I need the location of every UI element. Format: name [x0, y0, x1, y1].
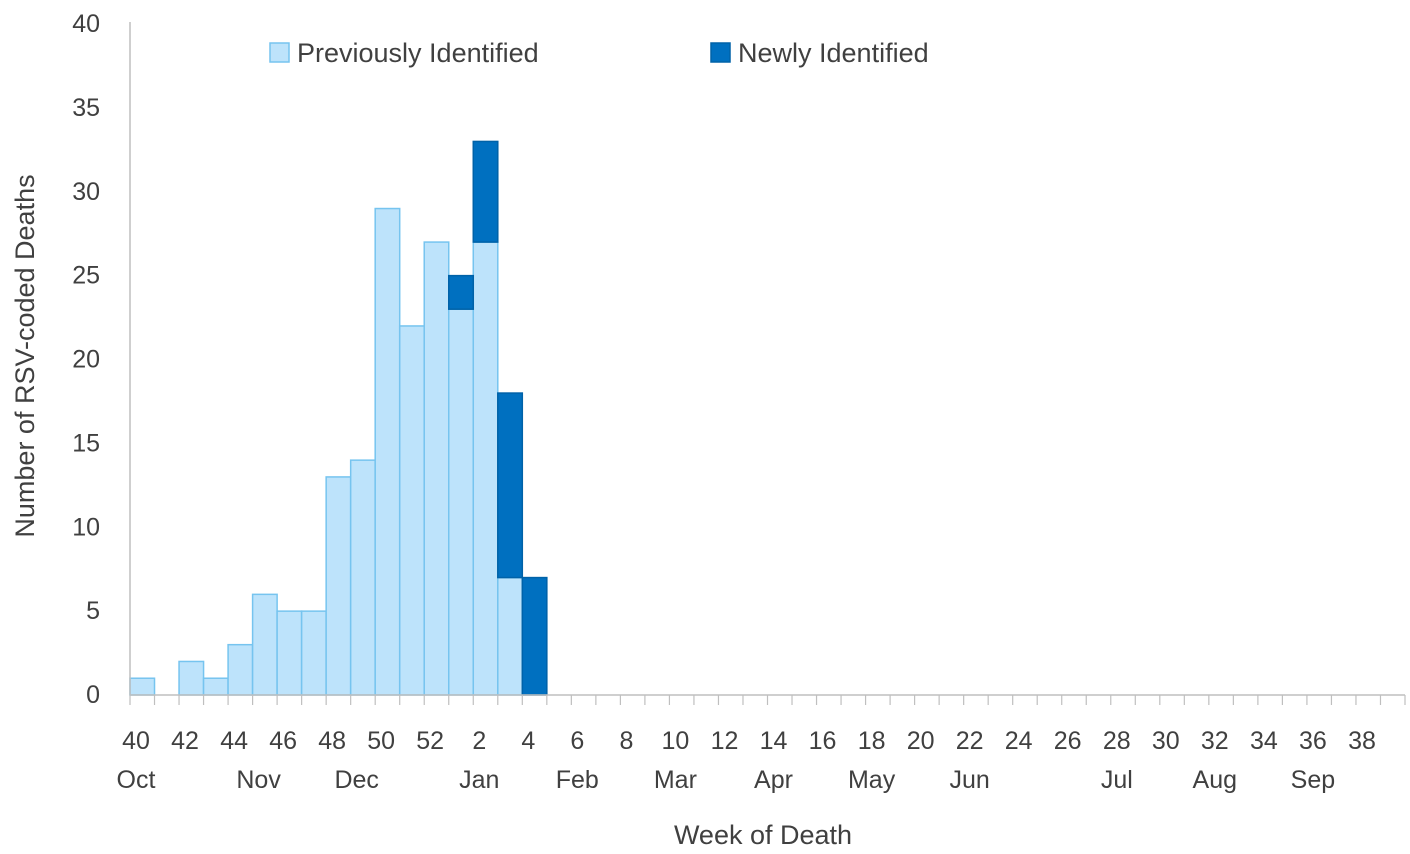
bar-previously-identified-week-2	[472, 241, 499, 696]
bar-previously-identified-week-43	[202, 677, 229, 696]
x-month-label: Dec	[334, 766, 378, 794]
x-month-label: Aug	[1193, 766, 1237, 794]
bar-previously-identified-week-50	[374, 207, 401, 696]
x-month-label: Nov	[236, 766, 281, 794]
bar-previously-identified-week-3	[497, 576, 524, 696]
x-tick-label: 34	[1250, 727, 1278, 755]
legend-swatch-previously-identified	[269, 42, 290, 63]
y-tick-label: 0	[86, 681, 100, 709]
bar-previously-identified-week-42	[178, 660, 205, 696]
legend: Previously Identified Newly Identified	[269, 38, 929, 68]
x-tick-label: 16	[809, 727, 837, 755]
x-tick-label: 46	[269, 727, 297, 755]
x-tick-label: 14	[760, 727, 788, 755]
x-tick-label: 40	[122, 727, 150, 755]
x-tick-label: 10	[661, 727, 689, 755]
x-month-label: Jul	[1101, 766, 1133, 794]
bar-previously-identified-week-49	[349, 459, 376, 696]
bar-previously-identified-week-44	[227, 643, 254, 696]
x-month-label: Jun	[950, 766, 990, 794]
y-tick-label: 35	[72, 94, 100, 122]
x-tick-label: 50	[367, 727, 395, 755]
bar-previously-identified-week-46	[276, 610, 303, 696]
x-tick-label: 8	[619, 727, 633, 755]
x-month-label: Apr	[754, 766, 793, 794]
bar-previously-identified-week-52	[423, 241, 450, 696]
legend-swatch-newly-identified	[710, 42, 731, 63]
bar-previously-identified-week-48	[325, 476, 352, 696]
y-tick-label: 10	[72, 513, 100, 541]
y-tick-label: 15	[72, 429, 100, 457]
x-tick-label: 48	[318, 727, 346, 755]
bars-group	[129, 140, 548, 696]
x-month-label: Mar	[654, 766, 697, 794]
bar-previously-identified-week-47	[300, 610, 327, 696]
bar-previously-identified-week-1	[448, 308, 475, 696]
legend-label-newly-identified: Newly Identified	[738, 38, 929, 68]
x-month-label: Jan	[459, 766, 499, 794]
bar-previously-identified-week-45	[251, 593, 278, 696]
x-tick-label: 28	[1103, 727, 1131, 755]
bar-newly-identified-week-2	[472, 140, 499, 243]
x-tick-label: 20	[907, 727, 935, 755]
y-tick-label: 5	[86, 597, 100, 625]
x-month-label: Sep	[1291, 766, 1335, 794]
x-tick-label: 38	[1348, 727, 1376, 755]
x-tick-label: 26	[1054, 727, 1082, 755]
bar-newly-identified-week-4	[521, 576, 548, 696]
x-tick-label: 2	[472, 727, 486, 755]
x-tick-label: 4	[521, 727, 535, 755]
bar-newly-identified-week-1	[448, 274, 475, 310]
x-axis-title: Week of Death	[674, 820, 852, 849]
x-tick-label: 6	[570, 727, 584, 755]
x-tick-label: 12	[711, 727, 739, 755]
bar-previously-identified-week-40	[129, 677, 156, 696]
x-tick-label: 30	[1152, 727, 1180, 755]
x-month-label: May	[848, 766, 896, 794]
x-tick-label: 36	[1299, 727, 1327, 755]
x-tick-label: 52	[416, 727, 444, 755]
y-tick-label: 30	[72, 178, 100, 206]
x-tick-label: 44	[220, 727, 248, 755]
x-month-label: Oct	[117, 766, 156, 794]
x-tick-label: 24	[1005, 727, 1033, 755]
legend-label-previously-identified: Previously Identified	[297, 38, 539, 68]
bar-previously-identified-week-51	[398, 325, 425, 696]
y-tick-label: 20	[72, 346, 100, 374]
y-tick-label: 25	[72, 262, 100, 290]
y-tick-label: 40	[72, 10, 100, 38]
x-month-label: Feb	[556, 766, 599, 794]
y-axis-title: Number of RSV-coded Deaths	[10, 174, 40, 537]
axes-group	[129, 22, 1406, 705]
x-tick-label: 18	[858, 727, 886, 755]
x-tick-label: 42	[171, 727, 199, 755]
bar-newly-identified-week-3	[497, 392, 524, 579]
x-tick-label: 32	[1201, 727, 1229, 755]
x-tick-label: 22	[956, 727, 984, 755]
